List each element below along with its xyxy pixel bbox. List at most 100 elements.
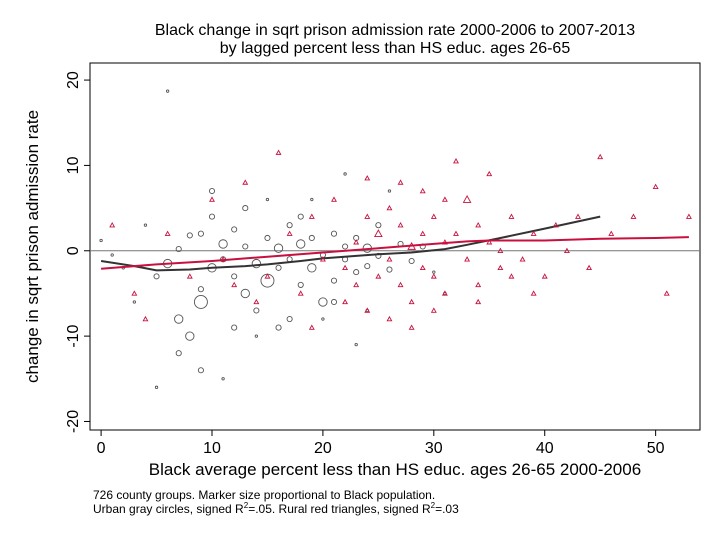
rural-triangle-marker bbox=[408, 324, 415, 330]
rural-triangle-marker bbox=[586, 264, 593, 271]
urban-circle-marker bbox=[253, 307, 260, 314]
y-tick-label: -10 bbox=[65, 324, 82, 347]
rural-triangle-marker bbox=[375, 273, 382, 279]
urban-circle-marker bbox=[185, 331, 195, 341]
urban-circle-marker bbox=[343, 172, 347, 176]
rural-triangle-marker bbox=[530, 290, 537, 296]
urban-circle-marker bbox=[432, 270, 436, 274]
urban-circle-marker bbox=[197, 230, 204, 237]
rural-triangle-marker bbox=[386, 204, 393, 211]
footnote-line-2: Urban gray circles, signed R2=.05. Rural… bbox=[93, 501, 459, 517]
plot-frame bbox=[89, 62, 701, 431]
rural-triangle-marker bbox=[253, 298, 260, 305]
urban-circle-marker bbox=[231, 226, 238, 233]
urban-circle-marker bbox=[321, 317, 325, 321]
urban-series bbox=[99, 89, 447, 389]
urban-circle-marker bbox=[286, 222, 293, 229]
urban-circle-marker bbox=[165, 89, 170, 93]
rural-triangle-marker bbox=[353, 281, 360, 288]
rural-triangle-marker bbox=[652, 183, 659, 189]
urban-circle-marker bbox=[342, 243, 349, 250]
x-tick-label: 50 bbox=[647, 440, 665, 457]
rural-triangle-marker bbox=[475, 298, 482, 305]
urban-circle-marker bbox=[197, 367, 204, 374]
urban-circle-marker bbox=[231, 324, 238, 331]
y-tick-label: 10 bbox=[65, 156, 82, 174]
urban-circle-marker bbox=[330, 298, 338, 306]
y-axis-label: change in sqrt prison admission rate bbox=[23, 110, 42, 383]
rural-triangle-marker bbox=[397, 179, 404, 185]
urban-circle-marker bbox=[308, 234, 315, 242]
urban-circle-marker bbox=[318, 297, 328, 307]
footnote-text-b: =.05. Rural red triangles, signed R bbox=[248, 502, 431, 516]
urban-circle-marker bbox=[307, 263, 317, 273]
rural-triangle-marker bbox=[386, 315, 393, 322]
rural-triangle-marker bbox=[109, 222, 116, 228]
urban-circle-marker bbox=[364, 263, 371, 270]
urban-circle-marker bbox=[110, 253, 114, 257]
x-axis-label: Black average percent less than HS educ.… bbox=[149, 460, 641, 479]
rural-triangle-marker bbox=[231, 281, 238, 288]
urban-circle-marker bbox=[208, 213, 216, 220]
urban-circle-marker bbox=[354, 343, 358, 347]
urban-circle-marker bbox=[186, 232, 193, 239]
urban-circle-marker bbox=[330, 230, 338, 237]
rural-triangle-marker bbox=[275, 149, 282, 155]
rural-triangle-marker bbox=[319, 256, 326, 262]
rural-triangle-marker bbox=[286, 230, 293, 236]
rural-series bbox=[109, 149, 692, 330]
urban-circle-marker bbox=[242, 205, 249, 212]
rural-triangle-marker bbox=[419, 187, 426, 194]
urban-circle-marker bbox=[175, 350, 182, 357]
chart-title: Black change in sqrt prison admission ra… bbox=[154, 22, 636, 39]
rural-triangle-marker bbox=[419, 230, 426, 236]
rural-triangle-marker bbox=[308, 213, 315, 219]
rural-triangle-marker bbox=[453, 230, 459, 236]
urban-circle-marker bbox=[132, 300, 137, 304]
rural-triangle-marker bbox=[541, 273, 548, 279]
footnote-superscript-2: 2 bbox=[430, 501, 436, 510]
rural-triangle-marker bbox=[630, 213, 637, 219]
rural-triangle-marker bbox=[497, 264, 504, 271]
rural-triangle-marker bbox=[530, 230, 537, 236]
rural-triangle-marker bbox=[342, 298, 349, 305]
footnote-superscript-1: 2 bbox=[243, 501, 249, 510]
rural-triangle-marker bbox=[364, 213, 371, 219]
rural-triangle-marker bbox=[475, 222, 482, 228]
rural-triangle-marker bbox=[164, 230, 171, 236]
urban-circle-marker bbox=[286, 315, 293, 323]
rural-triangle-marker bbox=[519, 256, 526, 262]
urban-circle-marker bbox=[154, 385, 159, 389]
rural-triangle-marker bbox=[486, 170, 493, 177]
urban-circle-marker bbox=[242, 243, 249, 250]
x-tick-label: 30 bbox=[425, 440, 443, 457]
rural-triangle-marker bbox=[353, 239, 360, 245]
urban-circle-marker bbox=[375, 222, 382, 229]
urban-circle-marker bbox=[275, 264, 282, 271]
urban-circle-marker bbox=[99, 238, 103, 243]
rural-triangle-marker bbox=[430, 307, 437, 313]
x-tick-label: 10 bbox=[203, 440, 221, 457]
rural-triangle-marker bbox=[297, 290, 304, 296]
rural-triangle-marker bbox=[475, 281, 482, 288]
rural-triangle-marker bbox=[462, 195, 472, 203]
rural-triangle-marker bbox=[342, 264, 349, 271]
urban-circle-marker bbox=[193, 295, 208, 309]
rural-triangle-marker bbox=[131, 290, 138, 296]
urban-circle-marker bbox=[197, 286, 204, 293]
urban-circle-marker bbox=[240, 288, 250, 299]
rural-triangle-marker bbox=[430, 213, 437, 219]
rural-triangle-marker bbox=[575, 213, 581, 219]
urban-circle-marker bbox=[265, 197, 270, 202]
urban-circle-marker bbox=[251, 258, 262, 269]
x-tick-label: 0 bbox=[97, 440, 106, 457]
urban-circle-marker bbox=[153, 273, 160, 280]
rural-triangle-marker bbox=[373, 229, 383, 238]
chart-subtitle: by lagged percent less than HS educ. age… bbox=[219, 40, 571, 57]
urban-circle-marker bbox=[297, 281, 304, 288]
rural-triangle-marker bbox=[186, 273, 193, 279]
urban-circle-marker bbox=[260, 273, 275, 288]
rural-triangle-marker bbox=[397, 281, 404, 288]
rural-triangle-marker bbox=[663, 290, 670, 296]
rural-triangle-marker bbox=[364, 175, 371, 181]
